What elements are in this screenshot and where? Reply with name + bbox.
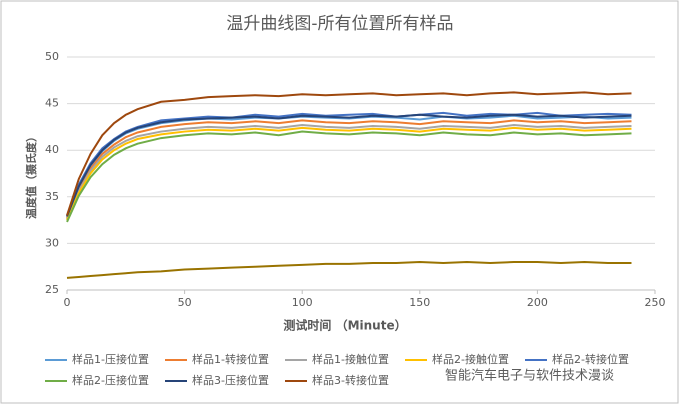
legend-label: 样品3-转接位置 xyxy=(312,373,389,387)
series-line xyxy=(66,113,632,217)
x-tick-label: 0 xyxy=(64,296,71,309)
y-tick-label: 45 xyxy=(45,97,59,110)
legend-label: 样品3-压接位置 xyxy=(192,373,269,387)
series-line xyxy=(66,124,632,220)
legend-label: 样品1-压接位置 xyxy=(72,352,149,366)
y-tick-label: 40 xyxy=(45,143,59,156)
x-tick-label: 250 xyxy=(645,296,666,309)
x-tick-label: 100 xyxy=(292,296,313,309)
series-line xyxy=(66,126,632,221)
x-axis-label: 测试时间 （Minute） xyxy=(283,318,406,333)
x-tick-label: 200 xyxy=(527,296,548,309)
y-tick-label: 50 xyxy=(45,50,59,63)
y-tick-label: 30 xyxy=(45,236,59,249)
legend-label: 样品2-接触位置 xyxy=(432,352,509,366)
chart-title: 温升曲线图-所有位置所有样品 xyxy=(226,14,453,34)
y-tick-label: 25 xyxy=(45,283,59,296)
x-tick-label: 150 xyxy=(409,296,430,309)
x-tick-label: 50 xyxy=(178,296,192,309)
y-axis-label: 温度值（摄氏度） xyxy=(24,131,38,219)
series-line xyxy=(66,261,632,279)
legend-label: 样品2-压接位置 xyxy=(72,373,149,387)
watermark: 智能汽车电子与软件技术漫谈 xyxy=(445,368,614,384)
y-tick-label: 35 xyxy=(45,190,59,203)
series-line xyxy=(66,119,632,219)
series-line xyxy=(66,91,632,216)
legend-label: 样品1-转接位置 xyxy=(192,352,269,366)
series-line xyxy=(66,130,632,223)
legend-label: 样品1-接触位置 xyxy=(312,352,389,366)
legend-label: 样品2-转接位置 xyxy=(552,352,629,366)
